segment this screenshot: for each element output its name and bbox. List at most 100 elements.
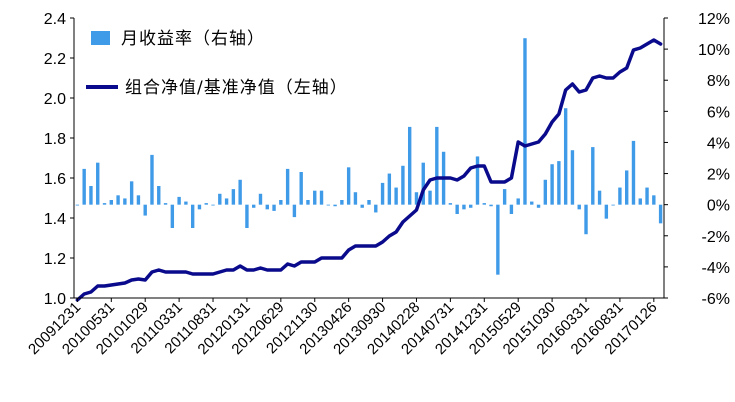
return-bar — [231, 189, 236, 205]
return-bar — [116, 195, 120, 205]
return-bar — [530, 201, 534, 205]
return-bar — [333, 204, 337, 207]
return-bar — [279, 200, 283, 205]
legend-bar-swatch — [91, 31, 110, 45]
left-tick-label: 1.6 — [44, 171, 66, 188]
return-bar — [224, 198, 229, 205]
return-bar — [299, 172, 303, 205]
left-tick-label: 2.4 — [44, 11, 66, 28]
return-bar — [326, 204, 330, 206]
return-bar — [190, 204, 195, 228]
return-bar — [204, 203, 208, 205]
legend-line-label: 组合净值/基准净值（左轴） — [125, 78, 348, 98]
right-tick-label: 6% — [707, 104, 730, 121]
return-bar — [197, 204, 202, 210]
return-bar — [306, 200, 310, 205]
return-bar — [394, 187, 398, 205]
left-tick-label: 1.8 — [44, 131, 66, 148]
return-bar — [638, 198, 642, 205]
return-bar — [462, 204, 466, 210]
return-bar — [353, 192, 358, 205]
return-bar — [557, 161, 561, 205]
return-bar — [407, 126, 412, 205]
return-bar — [143, 204, 147, 216]
nav-ratio-line — [75, 38, 663, 302]
return-bar — [611, 204, 615, 206]
return-bar — [96, 162, 100, 205]
return-bars — [75, 38, 663, 275]
return-bar — [150, 154, 154, 205]
return-bar — [89, 186, 93, 205]
return-bar — [448, 203, 453, 205]
right-tick-label: 10% — [698, 42, 730, 59]
return-bar — [591, 147, 595, 205]
right-tick-label: -2% — [702, 229, 730, 246]
return-bar — [313, 190, 317, 205]
return-bar — [414, 192, 419, 205]
return-bar — [435, 126, 439, 205]
return-bar — [421, 162, 425, 205]
right-tick-label: 0% — [707, 198, 730, 215]
return-bar — [129, 181, 134, 205]
return-bar — [625, 170, 629, 205]
return-bar — [252, 204, 256, 208]
return-bar — [428, 190, 432, 205]
return-bar — [265, 204, 269, 210]
return-bar — [652, 195, 656, 205]
return-bar — [340, 200, 344, 205]
return-bar — [374, 204, 378, 213]
return-bar — [496, 204, 500, 275]
return-bar — [75, 204, 80, 206]
return-bar — [469, 204, 473, 208]
return-bar — [102, 203, 107, 205]
return-bar — [482, 203, 486, 205]
return-bar — [218, 193, 222, 205]
return-bar — [489, 204, 493, 207]
right-tick-label: -4% — [702, 260, 730, 277]
right-tick-label: 2% — [707, 167, 730, 184]
return-bar — [272, 204, 276, 211]
return-bar — [123, 198, 127, 205]
legend: 月收益率（右轴） 组合净值/基准净值（左轴） — [86, 29, 348, 98]
return-bar — [563, 108, 568, 205]
right-tick-label: 12% — [698, 11, 730, 28]
return-bar — [360, 204, 364, 208]
right-tick-label: 8% — [707, 73, 730, 90]
return-bar — [509, 204, 514, 214]
left-axis-ticks: 1.0 1.2 1.4 1.6 1.8 2.0 2.2 2.4 — [44, 11, 74, 308]
left-tick-label: 2.0 — [44, 91, 66, 108]
return-bar — [658, 204, 663, 224]
return-bar — [109, 200, 113, 205]
return-bar — [577, 204, 581, 210]
return-bar — [367, 200, 371, 205]
return-bar — [258, 193, 263, 205]
return-bar — [550, 164, 554, 205]
return-bar — [346, 167, 351, 205]
x-axis-ticks: 2009123120100531201010292011033120110831… — [25, 298, 661, 358]
return-bar — [543, 179, 548, 205]
return-bar — [536, 204, 541, 208]
return-bar — [184, 201, 188, 205]
return-bar — [618, 187, 622, 205]
return-bar — [502, 189, 507, 205]
return-bar — [170, 204, 175, 228]
return-bar — [523, 38, 527, 205]
return-bar — [211, 204, 215, 206]
return-bar — [177, 196, 181, 205]
return-bar — [597, 190, 602, 205]
return-bar — [645, 187, 649, 205]
return-bar — [163, 203, 168, 205]
left-tick-label: 1.0 — [44, 291, 66, 308]
left-tick-label: 1.4 — [44, 211, 66, 228]
return-bar — [455, 204, 459, 214]
left-tick-label: 1.2 — [44, 251, 66, 268]
return-bar — [380, 182, 385, 205]
return-bar — [82, 168, 86, 205]
return-bar — [516, 198, 520, 205]
return-bar — [157, 186, 161, 205]
return-bar — [245, 204, 249, 228]
return-bar — [631, 140, 636, 205]
return-bar — [584, 204, 588, 235]
return-bar — [292, 204, 297, 218]
